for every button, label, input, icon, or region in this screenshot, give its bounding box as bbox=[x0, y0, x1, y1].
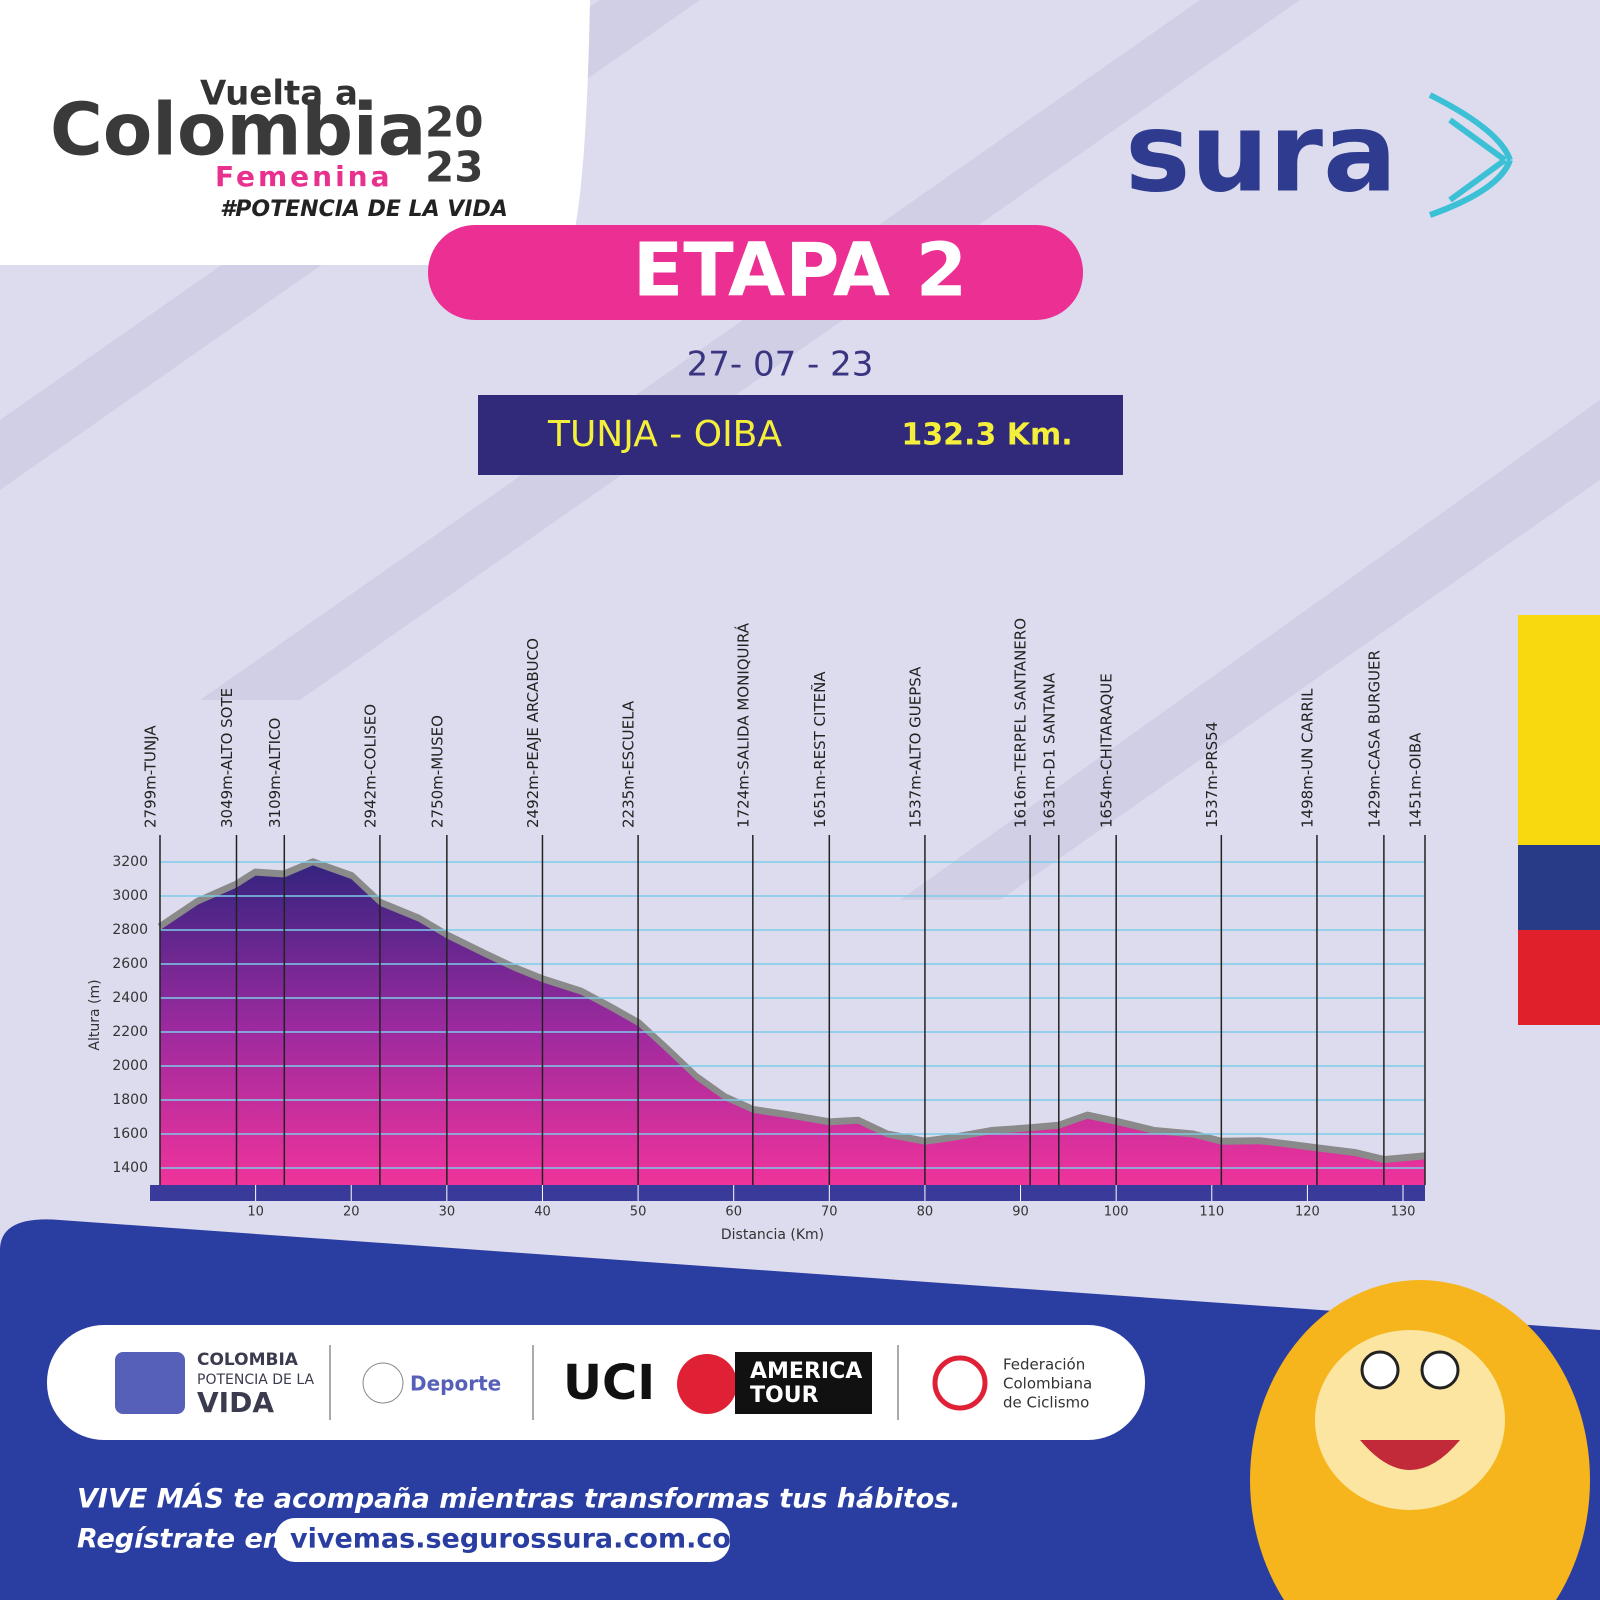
partner-text: POTENCIA DE LA bbox=[197, 1372, 314, 1388]
partner-text: Deporte bbox=[410, 1372, 501, 1396]
logo-text: 20 bbox=[425, 98, 483, 147]
y-tick-label: 2600 bbox=[112, 956, 148, 972]
waypoint-label: 3109m-ALTICO bbox=[266, 718, 284, 828]
logo-text: 23 bbox=[425, 143, 483, 192]
waypoint-label: 2750m-MUSEO bbox=[428, 715, 446, 828]
waypoint-label: 1498m-UN CARRIL bbox=[1298, 688, 1316, 828]
flag-blue bbox=[1518, 845, 1600, 930]
x-tick-label: 120 bbox=[1295, 1205, 1320, 1220]
x-axis-band bbox=[150, 1185, 1425, 1201]
partner-text: UCI bbox=[563, 1355, 655, 1411]
waypoint-label: 1451m-OIBA bbox=[1407, 732, 1425, 828]
stage-date: 27- 07 - 23 bbox=[687, 345, 874, 385]
waypoint-label: 1429m-CASA BURGUER bbox=[1365, 650, 1383, 828]
waypoint-label: 2799m-TUNJA bbox=[142, 725, 160, 828]
mascot-eye bbox=[1360, 1350, 1400, 1390]
waypoint-label: 2492m-PEAJE ARCABUCO bbox=[524, 638, 542, 828]
x-tick-label: 110 bbox=[1199, 1205, 1224, 1220]
partner-text: VIDA bbox=[197, 1386, 274, 1419]
x-tick-label: 90 bbox=[1012, 1205, 1029, 1220]
y-tick-label: 1800 bbox=[112, 1092, 148, 1108]
x-tick-label: 20 bbox=[343, 1205, 360, 1220]
partner-text: de Ciclismo bbox=[1003, 1394, 1089, 1412]
stage-title: ETAPA 2 bbox=[633, 228, 968, 314]
x-tick-label: 50 bbox=[630, 1205, 647, 1220]
y-axis-title: Altura (m) bbox=[87, 979, 103, 1050]
footer-text: VIVE MÁS te acompaña mientras transforma… bbox=[77, 1483, 961, 1515]
sponsor-icon bbox=[1428, 92, 1513, 218]
x-tick-label: 40 bbox=[534, 1205, 551, 1220]
x-tick-label: 100 bbox=[1104, 1205, 1129, 1220]
y-tick-label: 1400 bbox=[112, 1160, 148, 1176]
waypoint-label: 1537m-PRS54 bbox=[1203, 722, 1221, 828]
elevation-area bbox=[160, 865, 1425, 1185]
mascot-mouth bbox=[1360, 1440, 1460, 1470]
y-tick-label: 3200 bbox=[112, 854, 148, 870]
partner-icon bbox=[115, 1352, 185, 1414]
partner-icon bbox=[677, 1354, 737, 1414]
distance: 132.3 Km. bbox=[901, 418, 1072, 453]
x-tick-label: 130 bbox=[1391, 1205, 1416, 1220]
x-tick-label: 10 bbox=[247, 1205, 264, 1220]
x-tick-label: 70 bbox=[821, 1205, 838, 1220]
logo-text: Femenina bbox=[215, 160, 393, 193]
partner-icon bbox=[362, 1362, 404, 1404]
waypoint-label: 1724m-SALIDA MONIQUIRÁ bbox=[733, 622, 752, 828]
y-tick-label: 2400 bbox=[112, 990, 148, 1006]
y-tick-label: 3000 bbox=[112, 888, 148, 904]
footer-text: Regístrate en bbox=[77, 1524, 282, 1555]
y-tick-label: 2000 bbox=[112, 1058, 148, 1074]
flag-yellow bbox=[1518, 615, 1600, 845]
y-tick-label: 2800 bbox=[112, 922, 148, 938]
waypoint-label: 1654m-CHITARAQUE bbox=[1098, 673, 1116, 828]
partner-text: Federación bbox=[1003, 1356, 1085, 1374]
logo-text: Colombia bbox=[50, 88, 426, 172]
partner-box bbox=[735, 1352, 872, 1414]
mascot-face bbox=[1315, 1330, 1505, 1510]
waypoint-label: 1537m-ALTO GUEPSA bbox=[906, 666, 924, 828]
footer-url[interactable]: vivemas.segurossura.com.co bbox=[290, 1524, 731, 1555]
stage-pill bbox=[428, 225, 1083, 320]
route: TUNJA - OIBA bbox=[547, 414, 782, 455]
x-tick-label: 80 bbox=[917, 1205, 934, 1220]
waypoint-label: 1616m-TERPEL SANTANERO bbox=[1012, 618, 1030, 828]
waypoint-label: 2942m-COLISEO bbox=[361, 704, 379, 828]
mascot-eye bbox=[1420, 1350, 1460, 1390]
x-tick-label: 60 bbox=[725, 1205, 742, 1220]
y-tick-label: 1600 bbox=[112, 1126, 148, 1142]
partner-text: TOUR bbox=[750, 1383, 819, 1408]
partner-text: AMERICA bbox=[750, 1359, 862, 1384]
partner-icon bbox=[932, 1355, 988, 1411]
logo-text: #POTENCIA DE LA VIDA bbox=[220, 197, 508, 222]
partner-text: Colombiana bbox=[1003, 1375, 1092, 1393]
elevation-chart: 1400 1600 1800 2000 2200 2400 2600 2800 3000 3200… bbox=[87, 618, 1426, 1243]
waypoint-label: 1631m-D1 SANTANA bbox=[1040, 672, 1058, 828]
logo-panel bbox=[0, 0, 590, 265]
x-axis-title: Distancia (Km) bbox=[721, 1227, 824, 1243]
waypoint-label: 1651m-REST CITEÑA bbox=[810, 671, 829, 828]
partner-text: COLOMBIA bbox=[197, 1350, 299, 1370]
route-box bbox=[478, 395, 1123, 475]
waypoint-label: 3049m-ALTO SOTE bbox=[218, 688, 236, 828]
elevation-shadow bbox=[157, 858, 1426, 1165]
x-tick-label: 30 bbox=[439, 1205, 456, 1220]
flag-red bbox=[1518, 930, 1600, 1025]
sponsor-logo: sura bbox=[1125, 88, 1397, 216]
logo-text: Vuelta a bbox=[200, 74, 358, 114]
waypoint-label: 2235m-ESCUELA bbox=[620, 700, 638, 828]
y-tick-label: 2200 bbox=[112, 1024, 148, 1040]
url-pill bbox=[275, 1518, 730, 1562]
